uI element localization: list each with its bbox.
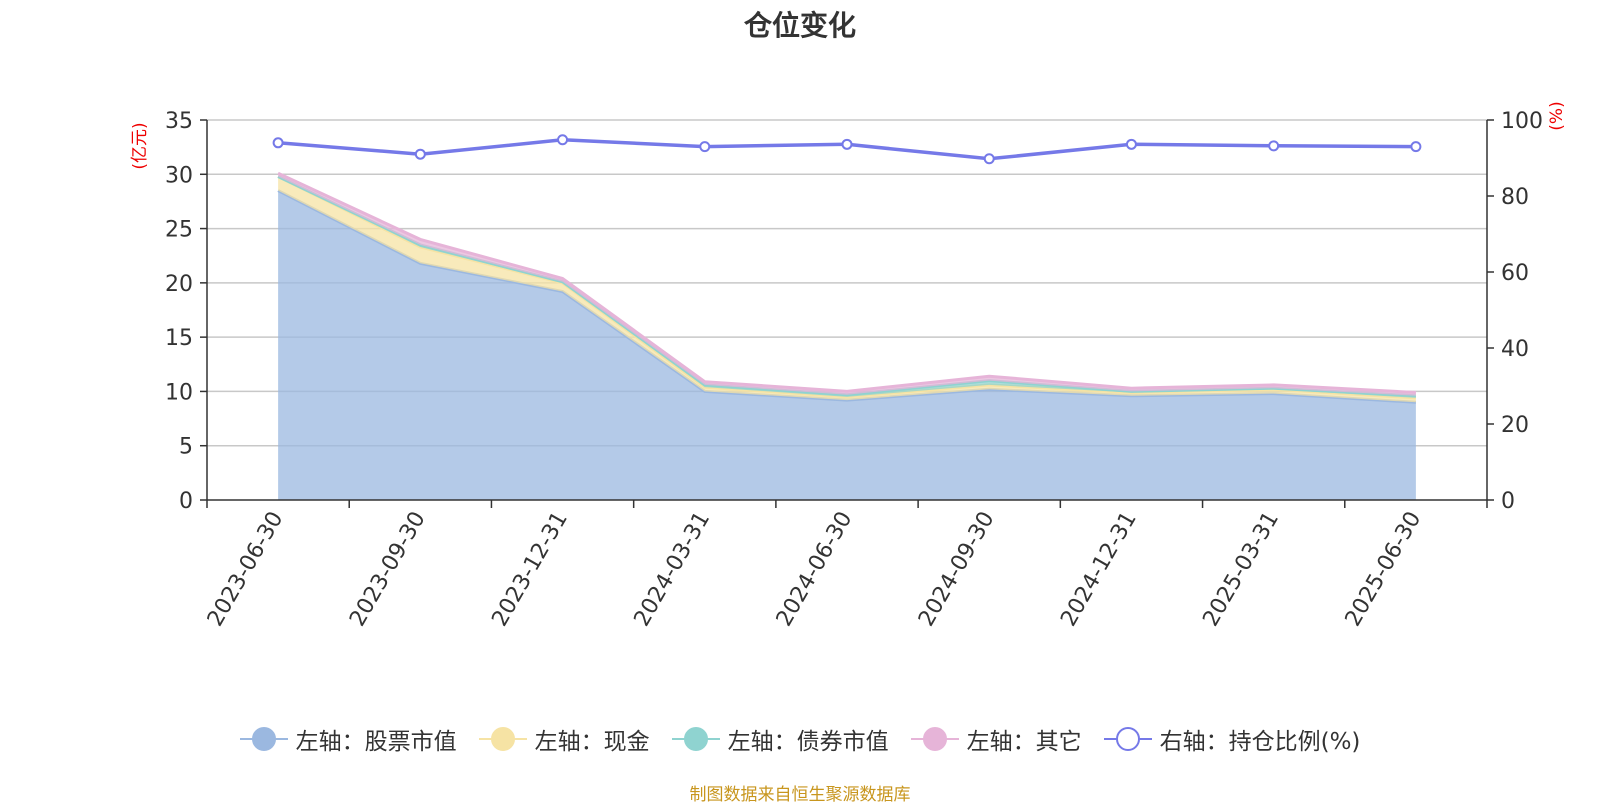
ratio-point [699,141,711,153]
legend-label: 左轴：股票市值 [295,729,457,755]
left-axis-tick-label: 5 [179,435,193,460]
right-axis-unit: (%) [1547,101,1567,130]
legend-item[interactable]: 左轴：债券市值 [671,722,889,756]
position-ratio-line [272,134,1422,165]
x-axis-tick-label: 2024-06-30 [772,508,858,631]
area-edge-line [277,171,1416,394]
source-note: 制图数据来自恒生聚源数据库 [689,785,911,805]
legend-label: 左轴：其它 [966,729,1082,755]
legend-swatch-icon [478,727,527,751]
right-axis-tick-label: 0 [1501,489,1515,514]
x-axis-tick-label: 2023-06-30 [203,508,289,631]
right-axis-tick-label: 100 [1501,109,1543,134]
legend-label: 右轴：持仓比例(%) [1159,729,1361,755]
legend-swatch-icon [671,727,720,751]
legend-item[interactable]: 左轴：其它 [910,722,1082,756]
legend-swatch-icon [239,727,288,751]
legend-swatch-icon [1103,727,1152,751]
left-axis-tick-label: 25 [165,218,193,243]
x-axis-tick-label: 2024-12-31 [1056,508,1142,631]
legend-item[interactable]: 左轴：现金 [478,722,650,756]
legend-label: 左轴：现金 [534,729,650,755]
legend-label: 左轴：债券市值 [727,729,889,755]
ratio-point [841,138,853,150]
ratio-point [1125,138,1137,150]
ratio-point [272,137,284,149]
ratio-point [557,134,569,146]
ratio-point [1410,141,1422,153]
left-axis-tick-label: 10 [165,380,193,405]
left-axis-unit: (亿元) [130,122,150,169]
left-axis-tick-label: 15 [165,326,193,351]
legend-item[interactable]: 左轴：股票市值 [239,722,457,756]
left-axis-tick-label: 20 [165,272,193,297]
chart-title: 仓位变化 [743,9,856,42]
ratio-point [983,153,995,165]
legend-swatch-icon [910,727,959,751]
x-axis-tick-label: 2025-06-30 [1341,508,1427,631]
stacked-areas [277,171,1416,500]
x-axis-tick-label: 2024-09-30 [914,507,1000,630]
x-axis-tick-label: 2023-09-30 [345,508,431,631]
right-axis-tick-label: 20 [1501,413,1529,438]
area-band [278,190,1416,500]
legend-item[interactable]: 右轴：持仓比例(%) [1103,722,1361,756]
x-axis-tick-label: 2025-03-31 [1198,508,1284,631]
x-axis-tick-label: 2024-03-31 [630,508,716,631]
right-axis-tick-label: 60 [1501,261,1529,286]
ratio-point [414,148,426,160]
legend: 左轴：股票市值 左轴：现金 左轴：债券市值 左轴：其它 右轴：持仓比例(%) [0,722,1600,756]
left-axis-tick-label: 35 [165,109,193,134]
x-axis-tick-label: 2023-12-31 [487,508,573,631]
left-axis-tick-label: 0 [179,489,193,514]
left-axis-tick-label: 30 [165,163,193,188]
right-axis-tick-label: 80 [1501,185,1529,210]
right-axis-tick-label: 40 [1501,337,1529,362]
ratio-point [1268,140,1280,152]
